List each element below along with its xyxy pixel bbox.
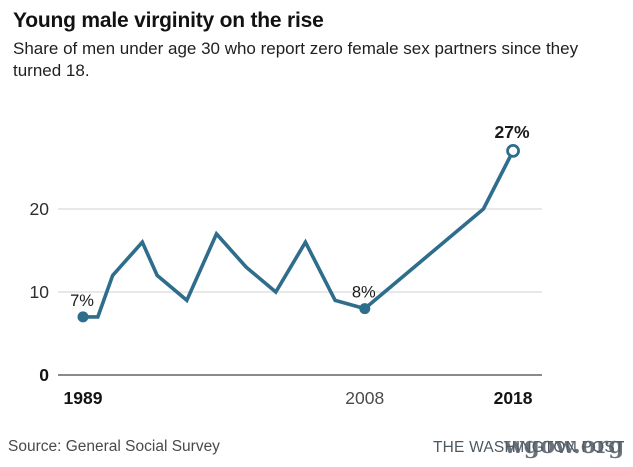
x-axis-tick-label: 2008 bbox=[345, 388, 384, 408]
point-label-2008: 8% bbox=[352, 284, 376, 302]
x-axis-tick-label: 1989 bbox=[64, 388, 103, 408]
y-axis-tick-label: 0 bbox=[39, 365, 49, 385]
data-point-2008 bbox=[359, 303, 371, 315]
site-watermark: wgow.org bbox=[504, 432, 625, 459]
source-note: Source: General Social Survey bbox=[8, 438, 220, 455]
data-point-2018 bbox=[506, 143, 520, 158]
chart-subtitle: Share of men under age 30 who report zer… bbox=[13, 39, 579, 80]
point-label-2018: 27% bbox=[495, 122, 530, 142]
chart-title: Young male virginity on the rise bbox=[13, 9, 324, 32]
x-axis-tick-label: 2018 bbox=[494, 388, 533, 408]
publisher-credit: THE WASHINGTON POST bbox=[433, 439, 625, 456]
y-axis-tick-label: 10 bbox=[30, 282, 50, 302]
point-label-1989: 7% bbox=[70, 292, 94, 310]
data-point-1989 bbox=[77, 311, 89, 323]
y-axis-tick-label: 20 bbox=[30, 199, 50, 219]
